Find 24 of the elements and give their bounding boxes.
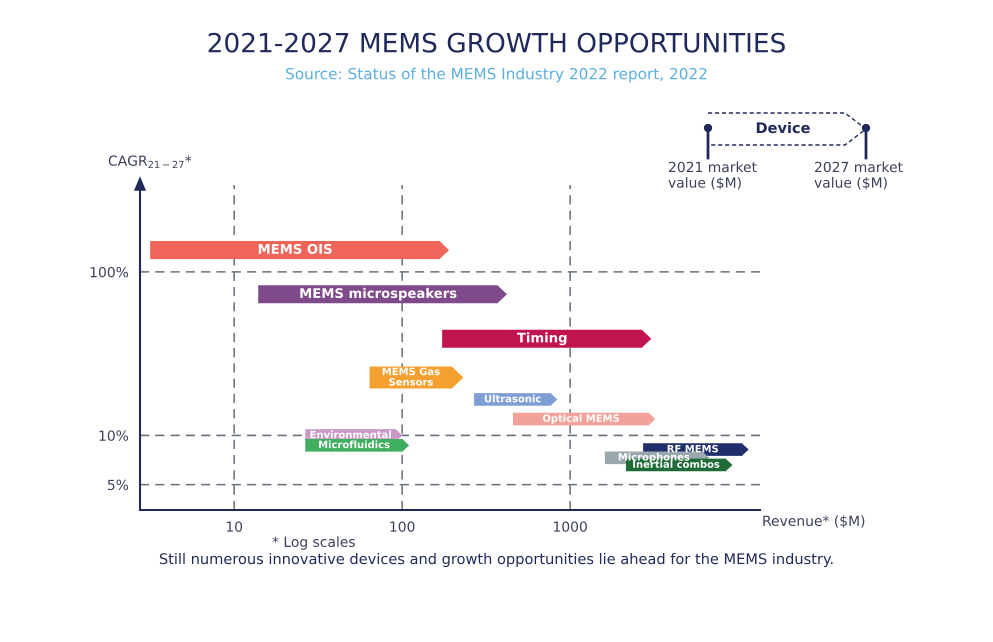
series-label: Environmental <box>310 430 391 438</box>
annotation: 2021 market value ($M) <box>668 162 757 190</box>
series-label: MEMS microspeakers <box>300 288 456 301</box>
text: 2027 market value ($M) <box>814 162 903 190</box>
series-label: Timing <box>516 332 566 346</box>
chart-subtitle: Source: Status of the MEMS Industry 2022 report, 2022 <box>286 68 706 82</box>
text: Still numerous innovative devices and growth opportunities lie ahead for the MEMS industry. <box>160 552 833 568</box>
y-tick-label: 100% <box>90 266 128 278</box>
series-label: Ultrasonic <box>484 394 541 402</box>
y-tick-label: 5% <box>108 480 128 490</box>
series-label: Optical MEMS <box>542 414 619 424</box>
x-tick-label: 1000 <box>554 521 587 532</box>
x-tick-label: 10 <box>226 521 242 532</box>
y-axis-title: CAGR$_{21−27}$* <box>108 155 192 168</box>
legend-label: MEMS Gas Sensors <box>382 368 440 386</box>
x-tick-label: 100 <box>390 521 414 532</box>
text: Device <box>756 122 810 134</box>
series-label: RF MEMS <box>668 444 718 452</box>
x-axis-title: Revenue* ($M) <box>763 515 864 528</box>
chart-title: 2021-2027 MEMS GROWTH OPPORTUNITIES <box>208 32 785 53</box>
series-label: Microfluidics <box>319 440 390 448</box>
series-label: MEMS OIS <box>258 244 332 254</box>
text: * Log scales <box>272 536 355 550</box>
y-tick-label: 10% <box>100 430 128 441</box>
